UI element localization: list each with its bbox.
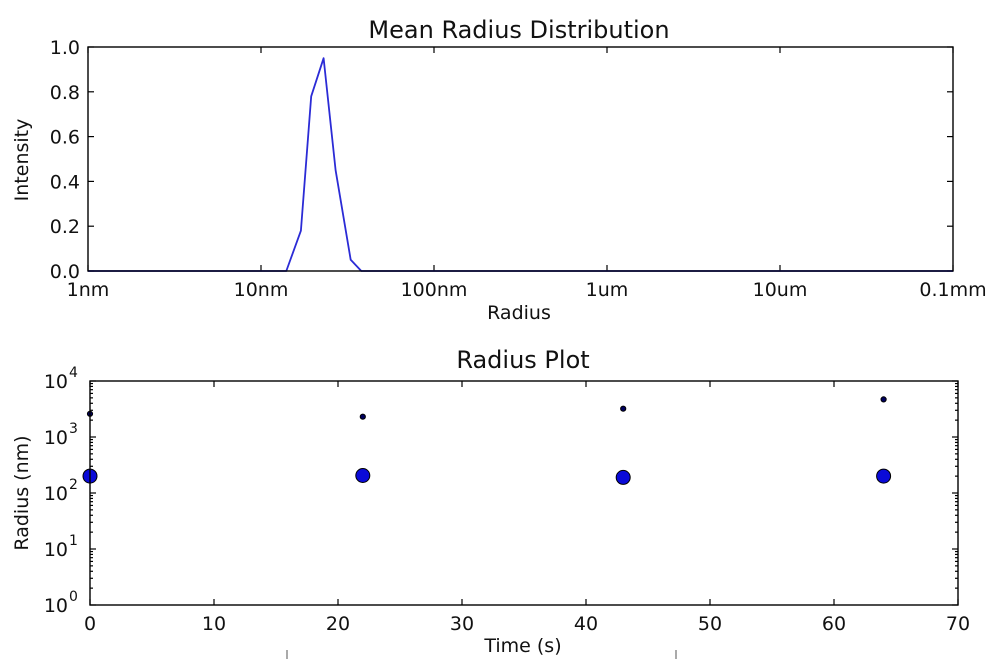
distribution-chart-title: Mean Radius Distribution <box>368 16 669 44</box>
radius-x-tick-label: 40 <box>574 613 598 635</box>
radius-x-tick-label: 0 <box>84 613 96 635</box>
radius-plot-area <box>89 380 959 606</box>
radius-point-large <box>876 468 892 484</box>
radius-y-tick-label: 10 <box>44 483 68 505</box>
radius-y-tick-base: 10 <box>44 371 68 393</box>
radius-y-tick-base: 10 <box>44 595 68 617</box>
distribution-xlabel: Radius <box>487 302 551 324</box>
distribution-y-tick-label: 0.2 <box>50 216 80 238</box>
radius-x-tick-label: 30 <box>450 613 474 635</box>
distribution-x-tick-label: 10um <box>753 279 808 301</box>
distribution-y-tick-label: 0.6 <box>50 127 80 149</box>
distribution-x-tick-label: 1nm <box>67 279 110 301</box>
radius-y-tick-label: 10 <box>44 539 68 561</box>
radius-y-tick-exponent: 4 <box>69 365 78 381</box>
distribution-series-line <box>88 57 953 272</box>
distribution-plot-area <box>87 46 954 272</box>
radius-y-tick-label: 10 <box>44 371 68 393</box>
radius-x-tick-label: 60 <box>822 613 846 635</box>
distribution-y-tick-label: 1.0 <box>50 37 80 59</box>
radius-ylabel: Radius (nm) <box>11 435 33 550</box>
radius-y-tick-exponent: 3 <box>69 421 78 437</box>
radius-x-tick-label: 50 <box>698 613 722 635</box>
radius-y-tick-base: 10 <box>44 539 68 561</box>
radius-xlabel: Time (s) <box>483 635 561 657</box>
radius-x-tick-label: 70 <box>946 613 970 635</box>
radius-y-tick-label: 10 <box>44 427 68 449</box>
distribution-ylabel: Intensity <box>11 119 33 202</box>
radius-x-tick-label: 10 <box>202 613 226 635</box>
radius-y-tick-exponent: 0 <box>69 589 78 605</box>
radius-point-small <box>880 396 887 403</box>
radius-y-tick-base: 10 <box>44 427 68 449</box>
radius-point-large <box>615 469 631 485</box>
radius-point-large <box>355 468 371 483</box>
radius-chart: Radius Plot Radius (nm) Time (s) 0 10 20 30… <box>11 346 970 657</box>
distribution-y-tick-label: 0.8 <box>50 82 80 104</box>
radius-point-small <box>359 413 366 420</box>
radius-y-tick-exponent: 1 <box>69 533 78 549</box>
distribution-x-tick-label: 1um <box>586 279 629 301</box>
radius-y-tick-exponent: 2 <box>69 477 78 493</box>
radius-chart-title: Radius Plot <box>456 346 589 374</box>
distribution-chart: Mean Radius Distribution Intensity Radiu… <box>11 16 987 324</box>
distribution-x-tick-label: 10nm <box>234 279 289 301</box>
distribution-y-tick-label: 0.4 <box>50 171 80 193</box>
distribution-y-tick-label: 0.0 <box>50 261 80 283</box>
radius-y-tick-base: 10 <box>44 483 68 505</box>
distribution-x-tick-label: 100nm <box>401 279 468 301</box>
distribution-x-tick-label: 0.1mm <box>919 279 986 301</box>
radius-x-tick-label: 20 <box>326 613 350 635</box>
radius-point-small <box>620 405 627 412</box>
radius-y-tick-label: 10 <box>44 595 68 617</box>
